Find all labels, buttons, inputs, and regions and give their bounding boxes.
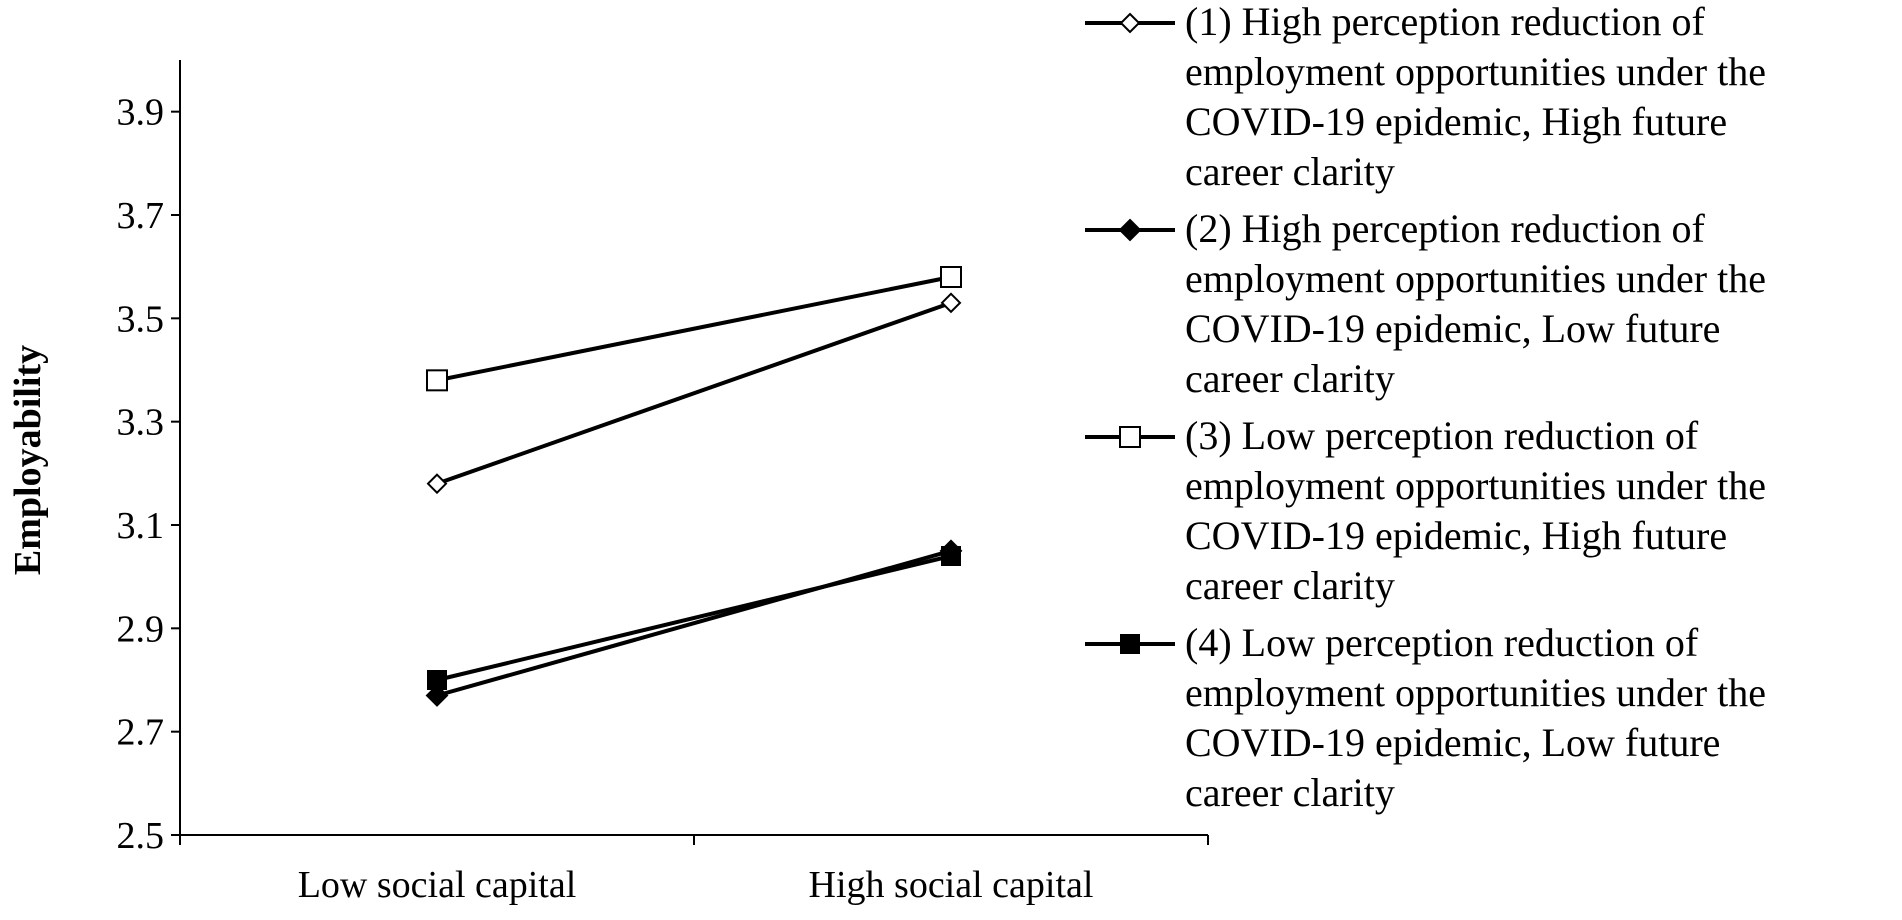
legend-label-line: (1) High perception reduction of [1185, 0, 1706, 44]
series-1-point [940, 292, 962, 314]
axes [179, 60, 1208, 836]
legend-label-line: career clarity [1185, 149, 1395, 194]
series-4-point [941, 546, 961, 566]
legend: (1) High perception reduction of employme… [1085, 0, 1766, 815]
y-axis-ticks: 2.5 2.7 2.9 3.1 3.3 3.5 3.7 3.9 [117, 92, 180, 857]
legend-label-line: COVID-19 epidemic, Low future [1185, 306, 1720, 351]
legend-label-line: (4) Low perception reduction of [1185, 620, 1699, 665]
y-tick-label: 3.9 [117, 92, 165, 134]
legend-swatch-marker [1119, 12, 1141, 34]
y-tick-label: 2.9 [117, 608, 165, 650]
series-group [425, 266, 963, 707]
legend-label-line: employment opportunities under the [1185, 256, 1766, 301]
legend-item-4: (4) Low perception reduction of employmen… [1085, 620, 1766, 815]
legend-swatch-marker [1119, 426, 1141, 448]
y-tick-label: 3.7 [117, 195, 165, 237]
x-tick-label: High social capital [809, 864, 1094, 906]
legend-label-line: (2) High perception reduction of [1185, 206, 1706, 251]
legend-label-line: COVID-19 epidemic, High future [1185, 99, 1727, 144]
series-3 [426, 266, 962, 392]
series-2 [425, 539, 963, 707]
legend-label-line: COVID-19 epidemic, Low future [1185, 720, 1720, 765]
series-2-line [436, 548, 952, 698]
series-4 [427, 546, 961, 690]
series-3-point [940, 266, 962, 288]
legend-label-line: career clarity [1185, 770, 1395, 815]
legend-label-line: (3) Low perception reduction of [1185, 413, 1699, 458]
series-2-point [425, 684, 449, 707]
series-3-line [436, 275, 952, 383]
x-axis-ticks: Low social capital High social capital [179, 835, 1209, 906]
legend-label-line: employment opportunities under the [1185, 463, 1766, 508]
series-3-point [426, 369, 448, 392]
series-1-line [436, 300, 952, 486]
series-4-line [436, 554, 952, 682]
series-1-point [426, 473, 448, 495]
x-tick-label: Low social capital [298, 864, 577, 906]
y-tick-label: 3.3 [117, 402, 165, 444]
legend-label-line: employment opportunities under the [1185, 670, 1766, 715]
legend-label-line: career clarity [1185, 563, 1395, 608]
legend-label-line: COVID-19 epidemic, High future [1185, 513, 1727, 558]
series-1 [426, 292, 962, 495]
y-tick-label: 3.5 [117, 298, 165, 340]
legend-item-1: (1) High perception reduction of employme… [1085, 0, 1766, 194]
y-tick-label: 2.5 [117, 815, 165, 857]
series-4-point [427, 670, 447, 690]
legend-item-3: (3) Low perception reduction of employmen… [1085, 413, 1766, 608]
legend-swatch-marker [1120, 634, 1140, 654]
legend-label-line: employment opportunities under the [1185, 49, 1766, 94]
legend-swatch-marker [1118, 218, 1142, 242]
legend-label-line: career clarity [1185, 356, 1395, 401]
y-tick-label: 2.7 [117, 712, 165, 754]
y-axis-title: Employability [7, 345, 49, 575]
legend-item-2: (2) High perception reduction of employme… [1085, 206, 1766, 401]
y-tick-label: 3.1 [117, 505, 165, 547]
